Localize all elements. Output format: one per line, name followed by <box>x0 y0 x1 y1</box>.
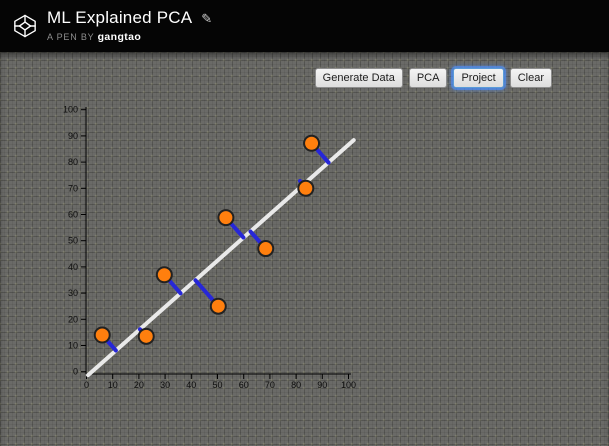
data-point <box>137 327 155 345</box>
x-tick-label: 40 <box>186 380 196 390</box>
byline-prefix: A PEN BY <box>47 31 95 42</box>
x-tick-label: 50 <box>212 380 222 390</box>
x-tick-label: 70 <box>265 380 275 390</box>
y-tick-label: 30 <box>68 288 78 298</box>
y-tick-label: 10 <box>68 341 78 351</box>
byline: A PEN BY gangtao <box>47 31 212 43</box>
y-tick-label: 90 <box>68 131 78 141</box>
principal-component-line <box>86 138 356 378</box>
y-tick-label: 70 <box>68 183 78 193</box>
y-tick-label: 80 <box>68 157 78 167</box>
x-tick-label: 80 <box>291 380 301 390</box>
x-tick-label: 30 <box>160 380 170 390</box>
data-point <box>155 266 173 284</box>
edit-pencil-icon[interactable]: ✎ <box>201 10 213 26</box>
y-tick-label: 0 <box>73 367 78 377</box>
x-tick-label: 0 <box>84 380 89 390</box>
pca-chart: 0 10 20 30 40 50 60 70 80 90 100 0 10 20 30 40 50 60 70 80 9… <box>63 105 356 390</box>
codepen-logo-icon[interactable] <box>12 13 38 39</box>
author-link[interactable]: gangtao <box>97 30 142 43</box>
data-point <box>257 240 275 258</box>
x-tick-label: 20 <box>134 380 144 390</box>
y-tick-label: 50 <box>68 236 78 246</box>
x-tick-label: 10 <box>108 380 118 390</box>
project-button[interactable]: Project <box>453 68 504 88</box>
y-tick-label: 60 <box>68 210 78 220</box>
x-tick-label: 60 <box>239 380 249 390</box>
y-tick-label: 20 <box>68 314 78 324</box>
data-point <box>93 326 111 344</box>
header: ML Explained PCA ✎ A PEN BY gangtao <box>0 0 609 52</box>
data-point <box>209 297 227 315</box>
x-tick-label: 90 <box>317 380 327 390</box>
x-tick-label: 100 <box>341 380 356 390</box>
pen-title: ML Explained PCA <box>47 8 193 28</box>
preview-area: Generate Data PCA Project Clear 0 10 20 30 4… <box>0 52 609 446</box>
generate-data-button[interactable]: Generate Data <box>314 68 403 88</box>
title-block: ML Explained PCA ✎ A PEN BY gangtao <box>47 8 213 43</box>
pca-button[interactable]: PCA <box>408 68 448 88</box>
y-tick-label: 100 <box>63 105 78 115</box>
data-point <box>217 209 235 227</box>
data-point <box>303 134 321 152</box>
data-point <box>297 179 315 197</box>
y-tick-label: 40 <box>68 262 78 272</box>
clear-button[interactable]: Clear <box>509 68 552 88</box>
toolbar: Generate Data PCA Project Clear <box>314 68 552 88</box>
